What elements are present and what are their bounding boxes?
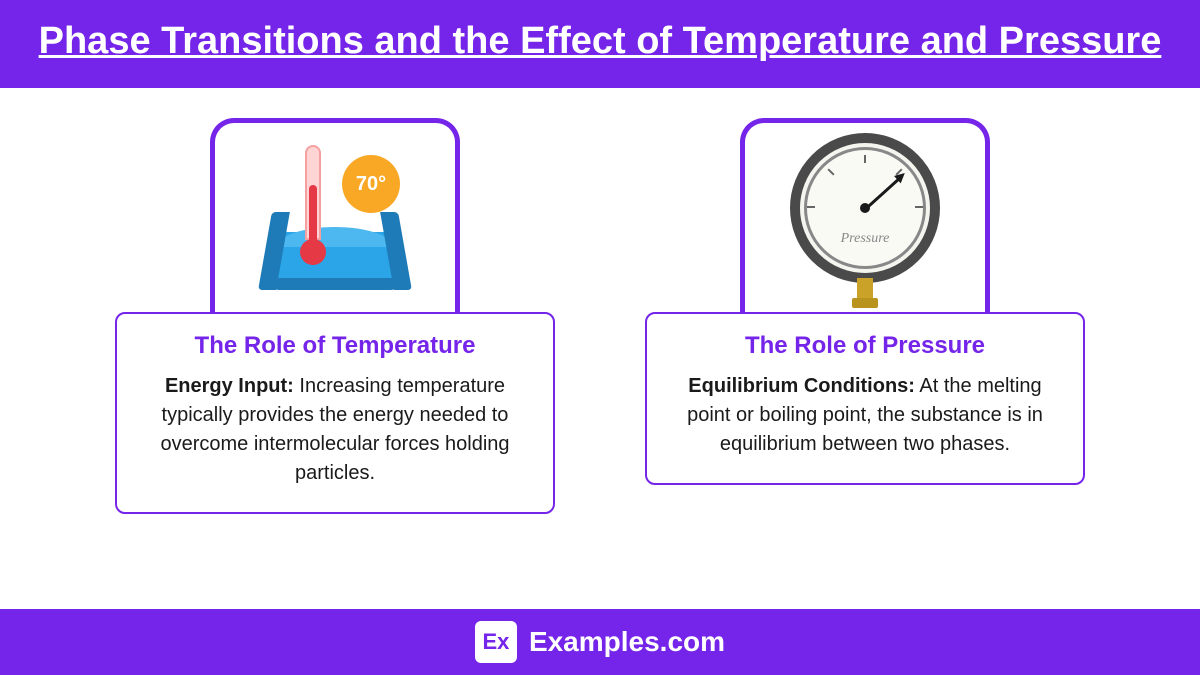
brand-logo-icon: Ex (475, 621, 517, 663)
pressure-lead: Equilibrium Conditions: (688, 375, 915, 397)
footer-banner: Ex Examples.com (0, 609, 1200, 675)
temperature-text-box: The Role of Temperature Energy Input: In… (115, 312, 555, 514)
pressure-gauge-icon: Pressure (780, 133, 950, 308)
temperature-value-badge: 70° (342, 155, 400, 213)
pressure-body: Equilibrium Conditions: At the melting p… (669, 372, 1061, 459)
thermometer-basin-icon: 70° (250, 140, 420, 300)
pressure-icon-box: Pressure (740, 118, 990, 318)
brand-name: Examples.com (529, 626, 725, 658)
pressure-heading: The Role of Pressure (669, 332, 1061, 360)
header-banner: Phase Transitions and the Effect of Temp… (0, 0, 1200, 88)
temperature-card: 70° The Role of Temperature Energy Input… (115, 118, 555, 514)
temperature-icon-box: 70° (210, 118, 460, 318)
page-title: Phase Transitions and the Effect of Temp… (20, 18, 1180, 66)
pressure-card: Pressure The Role of Pressure Equilibriu… (645, 118, 1085, 514)
content-area: 70° The Role of Temperature Energy Input… (0, 88, 1200, 534)
pressure-text-box: The Role of Pressure Equilibrium Conditi… (645, 312, 1085, 485)
temperature-lead: Energy Input: (165, 375, 294, 397)
temperature-body: Energy Input: Increasing temperature typ… (139, 372, 531, 488)
temperature-heading: The Role of Temperature (139, 332, 531, 360)
gauge-label: Pressure (825, 231, 905, 247)
